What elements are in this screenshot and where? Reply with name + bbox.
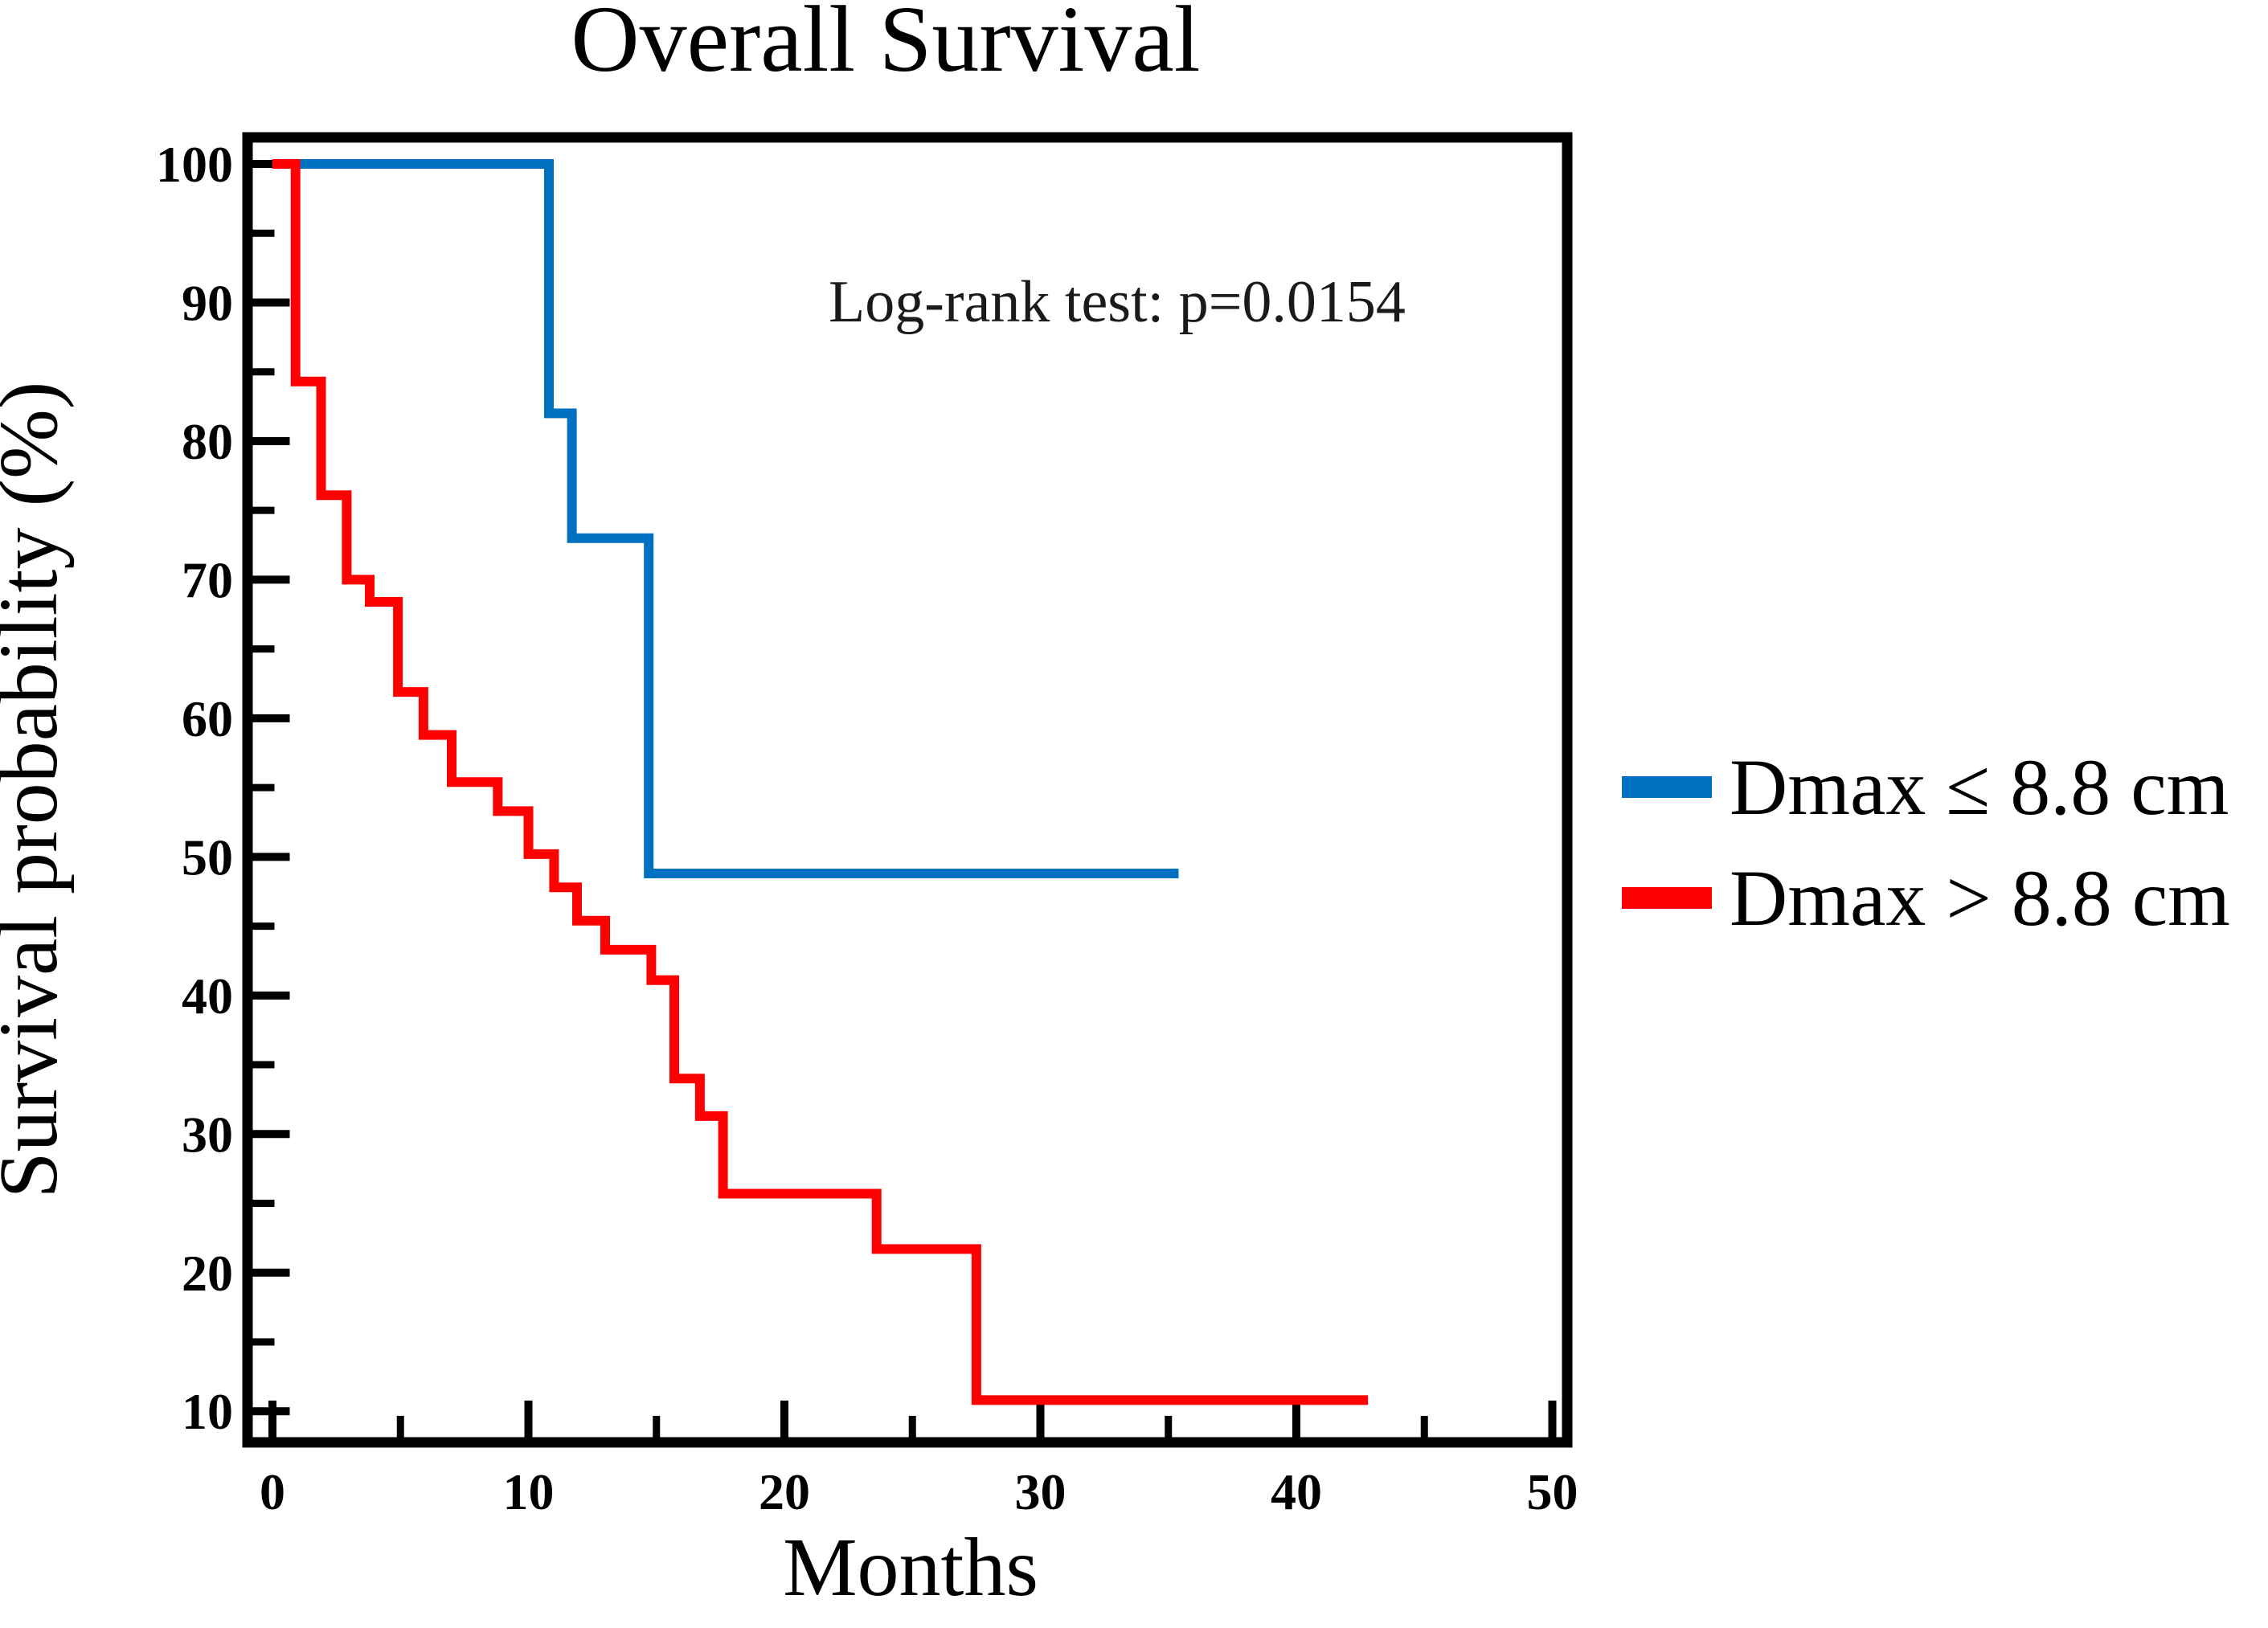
logrank-annotation: Log-rank test: p=0.0154 xyxy=(829,269,1406,335)
y-tick-label: 50 xyxy=(182,828,233,886)
y-tick-label: 30 xyxy=(182,1106,233,1163)
legend-swatch-dmax-le xyxy=(1622,776,1712,798)
plot-frame xyxy=(242,132,1573,1448)
legend: Dmax ≤ 8.8 cm Dmax > 8.8 cm xyxy=(1622,742,2230,943)
survival-curves xyxy=(272,159,1369,1405)
y-axis-label: Survival probability (%) xyxy=(0,382,75,1199)
legend-swatch-dmax-gt xyxy=(1622,887,1712,909)
x-tick-label: 40 xyxy=(1271,1463,1322,1520)
y-tick-label: 40 xyxy=(182,967,233,1025)
x-tick-label: 50 xyxy=(1527,1463,1578,1520)
km-curve-dmax-gt-8.8 xyxy=(272,159,1369,1405)
y-tick-label: 90 xyxy=(182,274,233,331)
axis-ticks xyxy=(252,160,1557,1438)
x-tick-label: 0 xyxy=(260,1463,285,1520)
y-tick-label: 100 xyxy=(156,136,233,193)
y-tick-label: 20 xyxy=(182,1245,233,1302)
y-tick-label: 10 xyxy=(182,1383,233,1440)
y-tick-label: 80 xyxy=(182,413,233,470)
x-tick-label: 20 xyxy=(759,1463,810,1520)
y-tick-label: 70 xyxy=(182,551,233,608)
x-tick-labels: 0 10 20 30 40 50 xyxy=(260,1463,1578,1520)
legend-label-dmax-le: Dmax ≤ 8.8 cm xyxy=(1730,742,2229,832)
x-tick-label: 30 xyxy=(1015,1463,1066,1520)
y-tick-label: 60 xyxy=(182,690,233,747)
x-tick-label: 10 xyxy=(503,1463,555,1520)
km-curve-dmax-le-8.8 xyxy=(272,159,1179,878)
y-tick-labels: 100 90 80 70 60 50 40 30 20 10 xyxy=(156,136,233,1440)
chart-title: Overall Survival xyxy=(571,0,1200,92)
x-axis-label: Months xyxy=(783,1521,1038,1614)
legend-label-dmax-gt: Dmax > 8.8 cm xyxy=(1730,853,2230,943)
